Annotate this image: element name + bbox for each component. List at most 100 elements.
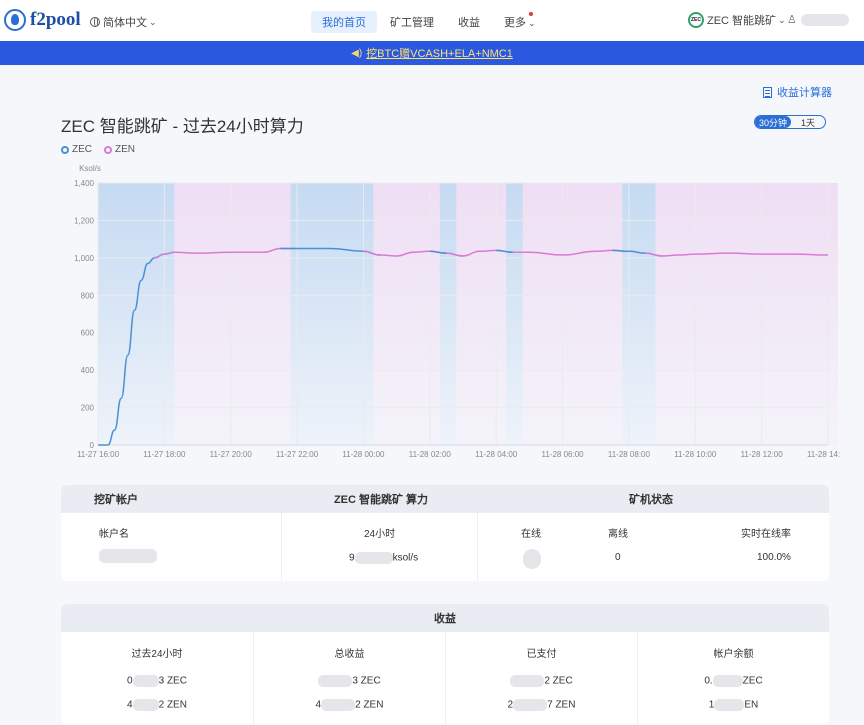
earnings-zen-value: 1 EN bbox=[638, 699, 829, 711]
offline-label: 离线 bbox=[608, 529, 628, 540]
f2pool-logo-icon bbox=[4, 9, 26, 31]
earnings-column: 过去24小时 0 3 ZEC 4 2 ZEN bbox=[61, 632, 253, 725]
zen-value-suffix: 2 ZEN bbox=[158, 699, 187, 711]
mining-mode-selector[interactable]: ZEC ZEC 智能跳矿 ⌄ bbox=[688, 12, 786, 28]
announcement-link[interactable]: 挖BTC赠VCASH+ELA+NMC1 bbox=[366, 48, 513, 60]
zec-value-suffix: ZEC bbox=[742, 675, 763, 687]
online-rate-label: 实时在线率 bbox=[741, 529, 791, 540]
legend-item-zen[interactable]: ZEN bbox=[104, 144, 135, 155]
zen-value-suffix: EN bbox=[744, 699, 759, 711]
header-hashrate: ZEC 智能跳矿 算力 bbox=[333, 494, 429, 506]
x-tick-label: 11-28 14:00 bbox=[807, 450, 840, 459]
account-table-header: 挖矿帐户 ZEC 智能跳矿 算力 矿机状态 bbox=[61, 485, 829, 513]
coin-band-zec bbox=[622, 183, 656, 445]
coin-band-zec bbox=[98, 183, 175, 445]
earnings-zec-value: 0 3 ZEC bbox=[61, 675, 253, 687]
globe-icon bbox=[90, 17, 100, 27]
hashrate-suffix: ksol/s bbox=[392, 552, 419, 564]
username-redacted bbox=[800, 13, 849, 26]
online-rate-value: 100.0% bbox=[757, 552, 791, 563]
zen-value-prefix: 4 bbox=[315, 699, 322, 711]
zen-value-prefix: 4 bbox=[127, 699, 133, 711]
zec-value-redacted bbox=[712, 675, 743, 687]
coin-band-zec bbox=[290, 183, 374, 445]
y-tick-label: 200 bbox=[81, 404, 95, 413]
zec-value-suffix: 3 ZEC bbox=[352, 675, 381, 687]
earnings-calculator-link[interactable]: 收益计算器 bbox=[763, 84, 832, 100]
chevron-down-icon: ⌄ bbox=[149, 16, 157, 27]
chart-legend: ZEC ZEN bbox=[61, 144, 135, 155]
zec-value-prefix: 0. bbox=[704, 675, 713, 687]
coin-band-zen bbox=[373, 183, 440, 445]
announcement-banner: ◀) 挖BTC赠VCASH+ELA+NMC1 bbox=[0, 41, 864, 65]
hashrate-redacted bbox=[354, 552, 393, 564]
y-tick-label: 800 bbox=[81, 291, 95, 300]
earnings-zec-value: 0. ZEC bbox=[638, 675, 829, 687]
main-nav: 我的首页 矿工管理 收益 更多 ⌄ bbox=[311, 11, 547, 33]
legend-dot-zen bbox=[104, 145, 112, 154]
legend-item-zec[interactable]: ZEC bbox=[61, 144, 92, 155]
zen-value-suffix: 2 ZEN bbox=[355, 699, 384, 711]
zec-value-suffix: 3 ZEC bbox=[158, 675, 187, 687]
earnings-zen-value: 4 2 ZEN bbox=[254, 699, 445, 711]
user-menu[interactable]: ♙ bbox=[787, 13, 849, 26]
chart-title: ZEC 智能跳矿 - 过去24小时算力 bbox=[61, 117, 304, 136]
y-tick-label: 1,000 bbox=[74, 254, 95, 263]
offline-count[interactable]: 0 bbox=[615, 552, 621, 563]
earnings-zen-value: 2 7 ZEN bbox=[446, 699, 637, 711]
column-divider bbox=[281, 513, 282, 581]
y-axis-label: Ksol/s bbox=[79, 164, 101, 173]
column-divider bbox=[477, 513, 478, 581]
zec-value-prefix: 0 bbox=[127, 675, 133, 687]
nav-item-more[interactable]: 更多 ⌄ bbox=[493, 11, 547, 33]
range-30min-button[interactable]: 30分钟 bbox=[755, 116, 791, 128]
coin-band-zen bbox=[174, 183, 291, 445]
legend-dot-zec bbox=[61, 145, 69, 154]
hashrate-chart: 0 200 400 600 800 1,000 1,200 1,400 Ksol/s 11-27 … bbox=[74, 164, 840, 459]
account-status-card: 挖矿帐户 ZEC 智能跳矿 算力 矿机状态 帐户名 24小时 9 ksol/s 在… bbox=[61, 485, 829, 581]
earnings-column-label: 过去24小时 bbox=[131, 649, 183, 660]
user-icon: ♙ bbox=[787, 14, 797, 26]
x-tick-label: 11-27 22:00 bbox=[276, 450, 319, 459]
account-name-redacted bbox=[99, 549, 157, 563]
y-tick-label: 400 bbox=[81, 366, 95, 375]
zen-value-suffix: 7 ZEN bbox=[547, 699, 576, 711]
zec-value-redacted bbox=[510, 675, 545, 687]
zen-value-prefix: 2 bbox=[507, 699, 514, 711]
online-label: 在线 bbox=[521, 529, 541, 540]
earnings-zec-value: 3 ZEC bbox=[254, 675, 445, 687]
earnings-column: 已支付 2 ZEC 2 7 ZEN bbox=[445, 632, 637, 725]
calculator-label: 收益计算器 bbox=[777, 87, 832, 99]
language-selector[interactable]: 简体中文 ⌄ bbox=[90, 14, 157, 30]
header-mining-account: 挖矿帐户 bbox=[94, 494, 138, 506]
y-tick-label: 600 bbox=[81, 329, 95, 338]
chevron-down-icon: ⌄ bbox=[528, 18, 536, 28]
x-tick-label: 11-28 04:00 bbox=[475, 450, 518, 459]
zec-value-redacted bbox=[318, 675, 353, 687]
f2pool-logo[interactable]: f2pool bbox=[4, 9, 81, 31]
hashrate-24h-label: 24小时 bbox=[364, 529, 396, 540]
nav-item-miners[interactable]: 矿工管理 bbox=[390, 17, 434, 29]
y-tick-label: 0 bbox=[90, 441, 95, 450]
x-tick-label: 11-28 10:00 bbox=[674, 450, 717, 459]
nav-item-home[interactable]: 我的首页 bbox=[311, 11, 377, 33]
chevron-down-icon: ⌄ bbox=[778, 14, 786, 25]
legend-label-zen: ZEN bbox=[115, 144, 135, 155]
nav-item-earnings[interactable]: 收益 bbox=[458, 17, 480, 29]
hashrate-prefix: 9 bbox=[349, 552, 355, 564]
zec-value-suffix: 2 ZEC bbox=[544, 675, 573, 687]
coin-band-zec bbox=[506, 183, 523, 445]
legend-label-zec: ZEC bbox=[72, 144, 92, 155]
zen-value-redacted bbox=[321, 699, 356, 711]
earnings-column: 总收益 3 ZEC 4 2 ZEN bbox=[253, 632, 445, 725]
range-1day-button[interactable]: 1天 bbox=[800, 117, 815, 128]
notification-dot bbox=[528, 12, 533, 16]
earnings-title: 收益 bbox=[434, 613, 456, 625]
x-tick-label: 11-28 12:00 bbox=[741, 450, 784, 459]
mining-mode-label: ZEC 智能跳矿 bbox=[707, 15, 777, 27]
x-tick-label: 11-28 00:00 bbox=[342, 450, 385, 459]
earnings-header: 收益 bbox=[61, 604, 829, 632]
zen-value-redacted bbox=[513, 699, 548, 711]
zec-value-redacted bbox=[132, 675, 159, 687]
y-tick-label: 1,200 bbox=[74, 216, 95, 225]
